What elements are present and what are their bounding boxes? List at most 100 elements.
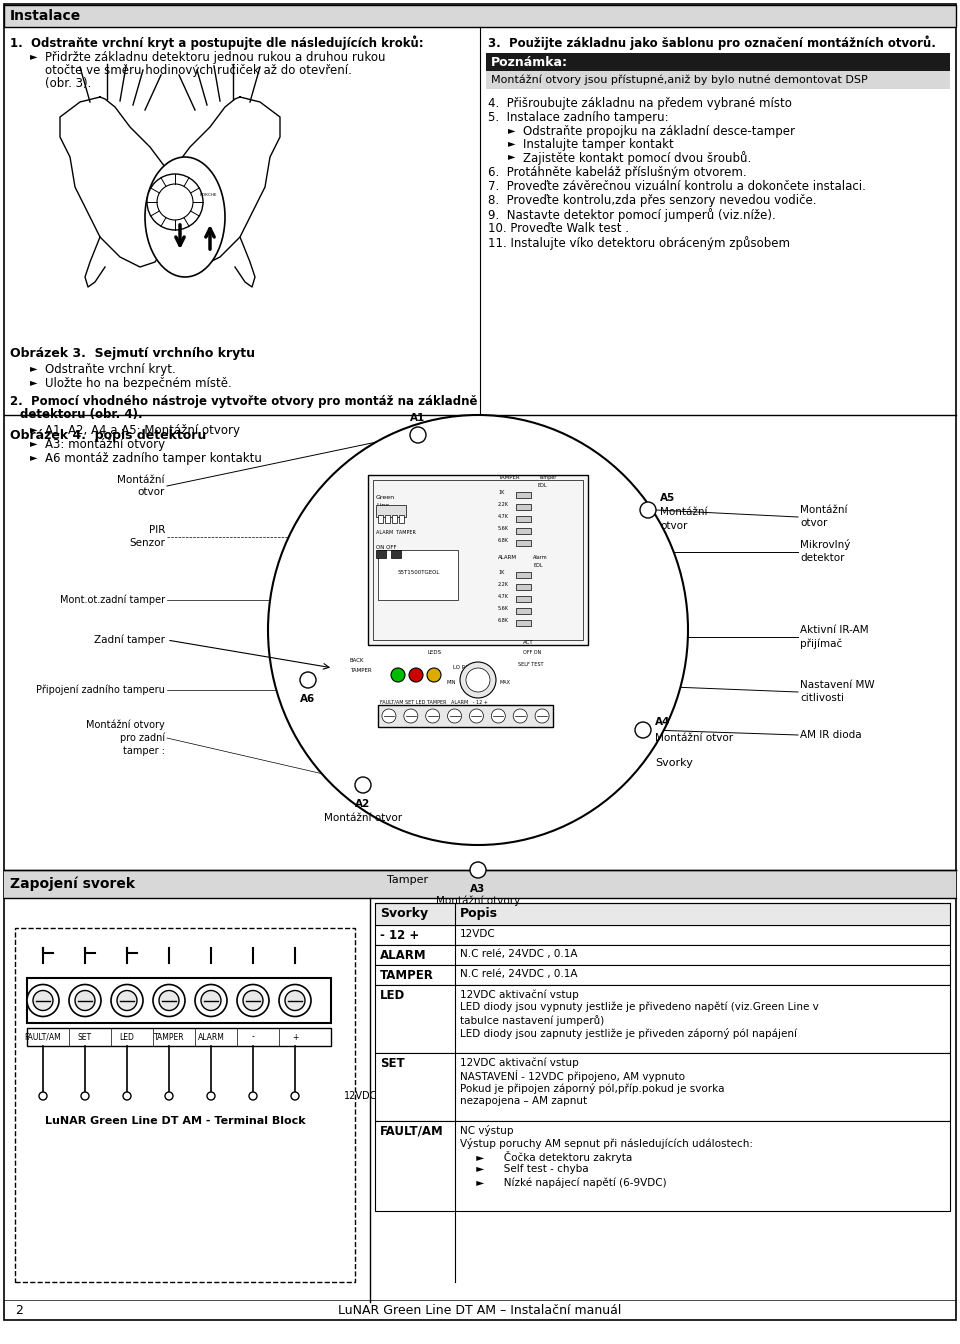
Text: Montážní otvor: Montážní otvor [324,813,402,823]
Circle shape [27,985,59,1016]
Circle shape [279,985,311,1016]
Text: Obrázek 4.  popis detektoru: Obrázek 4. popis detektoru [10,429,206,442]
Circle shape [249,1091,257,1099]
Circle shape [535,710,549,723]
Text: 11. Instalujte víko detektoru obráceným způsobem: 11. Instalujte víko detektoru obráceným … [488,237,790,250]
Text: Tamper: Tamper [388,875,428,884]
Text: A1: A1 [410,413,425,423]
Text: 8.  Proveďte kontrolu,zda přes senzory nevedou vodiče.: 8. Proveďte kontrolu,zda přes senzory ne… [488,194,817,207]
Bar [486,71,950,89]
Bar [15,927,355,1282]
Text: otvor: otvor [800,517,828,528]
Text: detektoru (obr. 4).: detektoru (obr. 4). [20,409,143,421]
Text: Montážní otvory: Montážní otvory [86,720,165,730]
Text: 12VDC: 12VDC [344,1091,377,1101]
Text: 7.  Proveďte závěrečnou vizuální kontrolu a dokončete instalaci.: 7. Proveďte závěrečnou vizuální kontrolu… [488,180,866,194]
Text: ►: ► [30,438,37,448]
Text: Montážní: Montážní [117,474,165,485]
Text: Popis: Popis [460,907,498,921]
Text: ALARM: ALARM [380,949,426,962]
Text: tabulce nastavení jumperů): tabulce nastavení jumperů) [460,1015,604,1025]
Text: A2: A2 [355,798,371,809]
Text: pro zadní: pro zadní [120,732,165,743]
Text: A5: A5 [660,493,675,503]
Text: Obrázek 3.  Sejmutí vrchního krytu: Obrázek 3. Sejmutí vrchního krytu [10,347,255,360]
Circle shape [391,668,405,681]
Text: Poznámka:: Poznámka: [491,55,568,69]
Bar [516,585,531,590]
Bar [516,528,531,534]
Circle shape [469,710,484,723]
Circle shape [466,668,490,692]
Circle shape [470,862,486,878]
Text: SELF TEST: SELF TEST [518,663,543,667]
Text: TAMPER: TAMPER [498,474,519,480]
Text: Mont.ot.zadní tamper: Mont.ot.zadní tamper [60,595,165,605]
Text: Montážní otvory: Montážní otvory [436,895,520,906]
Text: 5.6K: 5.6K [498,526,509,531]
Text: Instalujte tamper kontakt: Instalujte tamper kontakt [523,138,674,151]
Text: 12VDC: 12VDC [460,929,495,939]
Text: Výstup poruchy AM sepnut při následujících událostech:: Výstup poruchy AM sepnut při následující… [460,1138,753,1149]
Circle shape [33,991,53,1011]
Text: TAMPER: TAMPER [350,668,372,673]
Text: -: - [252,1032,254,1042]
Circle shape [81,1091,89,1099]
Bar [516,573,531,578]
Bar [516,620,531,626]
Text: 4.7K: 4.7K [498,594,509,599]
Circle shape [207,1091,215,1099]
Text: Line: Line [376,503,389,508]
Text: otočte ve směru hodinových ručiček až do otevření.: otočte ve směru hodinových ručiček až do… [45,65,352,77]
Circle shape [635,722,651,738]
Text: Mikrovlný: Mikrovlný [800,539,851,551]
Text: TAMPER: TAMPER [154,1032,184,1042]
Circle shape [39,1091,47,1099]
Circle shape [447,710,462,723]
Bar [375,903,950,925]
Text: Připojení zadního tamperu: Připojení zadního tamperu [36,684,165,695]
Text: 5.6K: 5.6K [498,606,509,612]
Circle shape [69,985,101,1016]
Text: tamper :: tamper : [123,746,165,755]
Text: LEDS: LEDS [428,650,443,655]
Circle shape [425,710,440,723]
Text: NASTAVENÍ - 12VDC připojeno, AM vypnuto: NASTAVENÍ - 12VDC připojeno, AM vypnuto [460,1070,685,1082]
Text: LO RE: LO RE [453,665,468,671]
Text: Alarm: Alarm [533,555,547,560]
Bar [378,515,383,523]
Text: LuNAR Green Line DT AM - Terminal Block: LuNAR Green Line DT AM - Terminal Block [45,1116,305,1126]
Circle shape [410,427,426,444]
Bar [516,595,531,602]
Bar [375,945,950,965]
Circle shape [237,985,269,1016]
Text: ALARM: ALARM [498,555,517,560]
Text: LED diody jsou zapnuty jestliže je přiveden záporný pól napájení: LED diody jsou zapnuty jestliže je přive… [460,1028,797,1039]
Circle shape [159,991,179,1011]
Circle shape [165,1091,173,1099]
Text: přijímač: přijímač [800,638,842,649]
Text: ►: ► [30,51,37,60]
Text: Instalace: Instalace [10,9,82,23]
Text: FAULT/AM SET LED TAMPER   ALARM   - 12 +: FAULT/AM SET LED TAMPER ALARM - 12 + [380,699,488,704]
Text: ON OFF: ON OFF [376,546,396,550]
Bar [376,550,386,558]
Text: FAULT/AM: FAULT/AM [380,1125,444,1138]
Bar [375,965,950,985]
Bar [516,607,531,614]
Text: EOL: EOL [533,563,542,569]
Text: 6.8K: 6.8K [498,538,509,543]
Bar [375,925,950,945]
Circle shape [75,991,95,1011]
Text: N.C relé, 24VDC , 0.1A: N.C relé, 24VDC , 0.1A [460,969,578,978]
Text: 2.2K: 2.2K [498,503,509,507]
Text: Zapojení svorek: Zapojení svorek [10,876,135,891]
Bar [486,52,950,71]
Text: Pokud je připojen záporný pól,příp.pokud je svorka: Pokud je připojen záporný pól,příp.pokud… [460,1083,725,1094]
Text: EOL: EOL [538,482,547,488]
Bar [516,504,531,509]
Text: 1K: 1K [498,491,504,495]
Text: 4.7K: 4.7K [498,513,509,519]
Text: ROКCHE: ROКCHE [200,194,218,198]
Bar [27,978,331,1023]
